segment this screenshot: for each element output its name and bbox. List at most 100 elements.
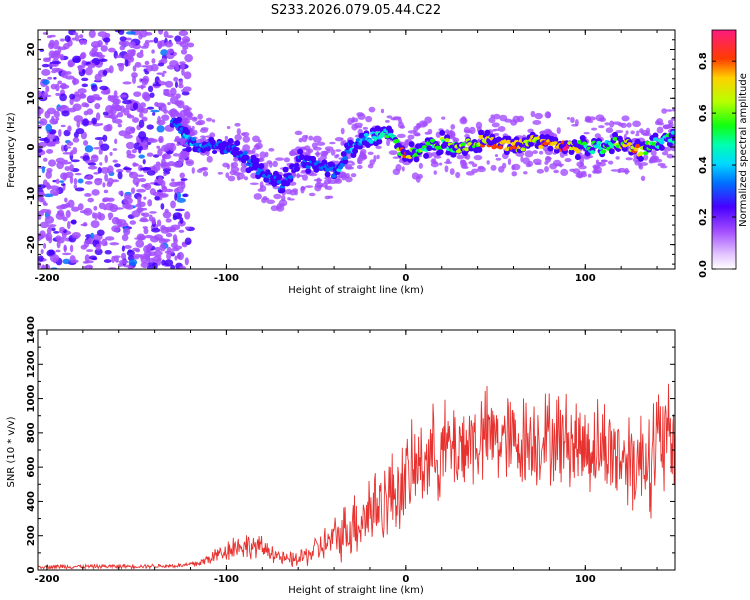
spectrogram-halo-blob [495,157,502,161]
spectrogram-noise-blob [161,259,166,266]
spectrogram-halo-blob [411,172,419,180]
spectrogram-halo-blob [308,192,316,197]
spectrogram-blobs [38,30,675,269]
spectrogram-noise-blob [134,237,144,240]
spectrogram-noise-blob [112,148,118,151]
spectrogram-halo-blob [494,153,499,158]
spectrogram-halo-blob [471,168,479,174]
spectrogram-halo-blob [491,122,500,128]
spectrogram-ridge-outer [437,148,444,155]
spectrogram-halo-blob [327,195,334,199]
spectrogram-noise-blob [48,159,57,167]
spectrogram-noise-blob [49,254,60,263]
spectrogram-halo-blob [556,127,561,135]
spectrogram-noise-blob [67,125,72,132]
spectrogram-noise-blob [93,147,102,150]
spectrogram-noise-blob [116,168,124,173]
snr-y-axis-label: SNR (10 * v/v) [6,416,17,487]
spectrogram-noise-blob [39,221,49,229]
spectrogram-ridge-core [672,140,675,145]
spectrogram-noise-blob [158,79,162,83]
spectrogram-noise-blob [143,196,147,200]
spectrogram-noise-blob [55,157,65,164]
spectrogram-noise-blob [59,180,65,184]
spectrogram-noise-blob [63,244,67,253]
spectrogram-noise-blob [69,175,74,184]
spectrogram-noise-blob [179,172,186,179]
spectrogram-halo-blob [615,129,624,134]
spectrogram-halo-blob [666,109,673,112]
spectrogram-ridge-core [444,138,450,143]
spectrogram-ridge-core [612,136,618,141]
spectrogram-noise-blob [156,257,162,266]
spectrogram-halo-blob [283,157,291,163]
spectrogram-noise-blob [59,93,67,102]
spectrogram-halo-blob [273,193,282,200]
spectrogram-noise-blob [175,93,181,99]
spectrogram-ridge-core [363,132,369,137]
spectrogram-noise-blob [40,248,44,255]
spectrogram-halo-blob [350,173,357,178]
spectrogram-noise-blob [47,224,57,228]
spectrogram-noise-blob [38,107,44,115]
spectrogram-noise-blob [89,49,98,58]
spectrogram-halo-blob [559,164,563,168]
spectrogram-halo-blob [642,132,652,137]
spectrogram-noise-blob [127,249,133,253]
x-tick-label: 100 [575,273,596,284]
spectrogram-noise-blob [122,56,133,60]
spectrogram-noise-blob [98,148,103,155]
spectrogram-halo-blob [340,127,345,135]
spectrogram-halo-blob [275,157,284,161]
spectrogram-noise-blob [60,104,67,110]
spectrogram-halo-blob [511,171,518,177]
spectrogram-noise-blob [81,83,89,88]
spectrogram-ridge-core [659,140,665,145]
spectrogram-noise-blob [170,200,176,209]
spectrogram-noise-blob [174,208,185,212]
spectrogram-noise-blob [46,107,57,115]
spectrogram-noise-blob [60,124,66,128]
spectrogram-noise-blob [99,58,108,63]
spectrogram-noise-blob [165,226,174,233]
spectrogram-noise-blob [123,245,132,249]
spectrogram-noise-blob [140,261,149,268]
spectrogram-noise-blob [104,154,108,164]
spectrogram-noise-blob [170,264,176,269]
spectrogram-noise-blob [71,231,81,239]
spectrogram-frame [37,29,676,270]
spectrogram-noise-blob [46,227,52,235]
spectrogram-halo-blob [560,168,569,177]
spectrogram-noise-blob [113,255,121,259]
spectrogram-ridge-core [463,147,470,152]
spectrogram-ridge-outer [321,159,328,166]
spectrogram-noise-blob [151,262,158,269]
spectrogram-ridge-core [339,163,345,168]
spectrogram-noise-blob [184,257,189,266]
spectrogram-noise-blob [114,163,121,168]
spectrogram-noise-blob [176,197,186,203]
spectrogram-noise-blob [111,255,115,264]
spectrogram-ridge-core [596,140,602,145]
spectrogram-ridge-outer [305,168,312,175]
spectrogram-ridge-core [633,147,639,152]
spectrogram-halo-blob [615,156,620,160]
spectrogram-ridge-outer [478,129,485,136]
spectrogram-ridge-outer [340,151,347,158]
spectrogram-noise-blob [41,63,50,68]
spectrogram-noise-blob [161,185,168,193]
spectrogram-ridge-outer [376,138,383,145]
y-tick-label: 200 [26,525,37,546]
spectrogram-noise-blob [72,32,79,36]
spectrogram-noise-blob [154,195,160,201]
spectrogram-halo-blob [369,159,375,166]
spectrogram-noise-blob [70,150,74,157]
spectrogram-noise-blob [152,154,160,158]
spectrogram-noise-blob [53,230,60,234]
spectrogram-halo-blob [257,188,263,192]
spectrogram-noise-blob [53,77,57,80]
spectrogram-noise-blob [107,94,112,102]
spectrogram-ridge-outer [255,173,262,180]
spectrogram-noise-blob [169,60,179,68]
spectrogram-noise-blob [158,193,169,198]
